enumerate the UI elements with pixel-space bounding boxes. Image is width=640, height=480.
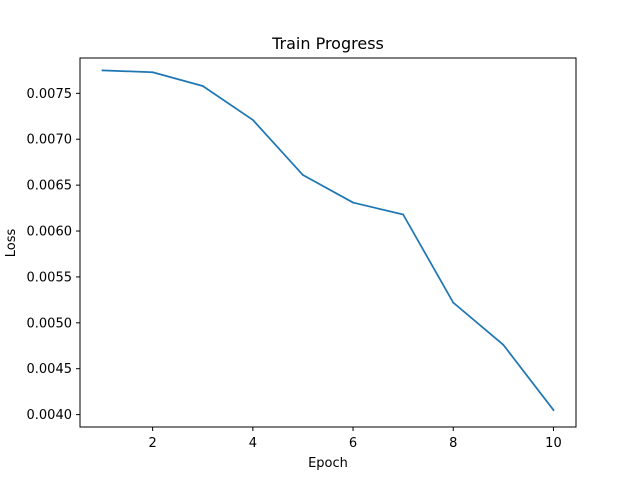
y-axis-label: Loss xyxy=(4,229,19,258)
y-tick-label: 0.0040 xyxy=(27,408,73,423)
x-tick-label: 2 xyxy=(149,436,157,451)
x-tick-label: 8 xyxy=(449,436,457,451)
loss-data-point xyxy=(502,343,505,346)
chart-title: Train Progress xyxy=(271,34,384,53)
loss-data-point xyxy=(352,201,354,204)
y-tick-label: 0.0075 xyxy=(27,87,73,102)
y-tick-label: 0.0070 xyxy=(27,133,73,148)
loss-data-point xyxy=(402,213,405,216)
loss-series-line xyxy=(101,69,555,412)
loss-data-point xyxy=(302,174,304,176)
y-tick-label: 0.0065 xyxy=(27,179,73,194)
x-axis-label: Epoch xyxy=(308,456,348,471)
plot-area-frame xyxy=(79,57,577,428)
y-tick-label: 0.0055 xyxy=(27,270,73,285)
loss-data-point xyxy=(251,119,254,121)
x-tick-label: 4 xyxy=(249,436,257,451)
series-layer xyxy=(101,69,555,412)
y-tick-label: 0.0045 xyxy=(27,362,73,377)
x-tick-label: 10 xyxy=(545,436,562,451)
loss-data-point xyxy=(552,409,555,411)
y-tick-label: 0.0060 xyxy=(27,225,73,240)
plot-area-background xyxy=(80,58,576,427)
ticks-layer: 2 4 6 8 10 0.0040 0.0045 0.0050 0.0055 0.0060 0.00… xyxy=(27,87,562,451)
loss-data-point xyxy=(151,71,154,74)
loss-data-point xyxy=(101,69,104,72)
loss-data-point xyxy=(201,85,204,87)
loss-data-point xyxy=(452,301,455,304)
x-tick-label: 6 xyxy=(349,436,357,451)
y-tick-label: 0.0050 xyxy=(27,316,73,331)
